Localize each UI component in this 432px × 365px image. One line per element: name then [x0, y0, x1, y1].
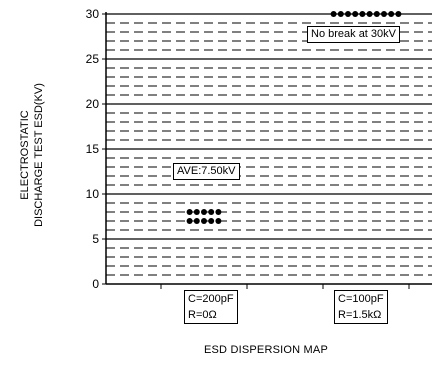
y-tick-label: 5 — [92, 232, 99, 246]
grid-lines — [106, 13, 432, 276]
condition-label-100pf: C=100pF R=1.5kΩ — [334, 290, 388, 324]
y-tick-label: 20 — [86, 97, 100, 111]
y-tick-label: 30 — [86, 7, 100, 21]
data-point — [208, 218, 215, 224]
y-tick-label: 25 — [86, 52, 100, 66]
data-point — [359, 11, 366, 17]
y-tick-label: 15 — [86, 142, 100, 156]
y-axis-label-line-2: DISCHARGE TEST ESD(KV) — [33, 83, 45, 227]
data-point — [352, 11, 359, 17]
no-break-annotation: No break at 30kV — [307, 26, 400, 43]
y-tick-label: 0 — [92, 277, 99, 291]
data-point — [388, 11, 395, 17]
data-point — [215, 209, 222, 215]
condition-resistance: R=1.5kΩ — [338, 309, 382, 321]
y-axis-label: ELECTROSTATIC DISCHARGE TEST ESD(KV) — [2, 83, 62, 227]
data-point — [193, 209, 200, 215]
data-point — [395, 11, 402, 17]
data-point — [366, 11, 373, 17]
data-point — [381, 11, 387, 17]
data-point — [193, 218, 200, 224]
condition-label-200pf: C=200pF R=0Ω — [184, 290, 238, 324]
condition-capacitance: C=200pF — [188, 293, 234, 305]
data-point — [208, 209, 215, 215]
data-point — [201, 209, 207, 215]
data-point — [201, 218, 207, 224]
y-tick-label: 10 — [86, 187, 100, 201]
axes — [105, 12, 432, 289]
condition-resistance: R=0Ω — [188, 309, 217, 321]
data-point — [186, 218, 193, 224]
condition-capacitance: C=100pF — [338, 293, 384, 305]
x-axis-label: ESD DISPERSION MAP — [203, 344, 328, 356]
data-point — [215, 218, 222, 224]
data-point — [330, 11, 337, 17]
data-point — [337, 11, 344, 17]
y-axis-label-line-1: ELECTROSTATIC — [19, 110, 31, 200]
data-point — [373, 11, 380, 17]
average-annotation: AVE:7.50kV — [173, 163, 240, 180]
data-point — [345, 11, 351, 17]
data-points — [186, 11, 402, 224]
y-tick-labels: 0 5 10 15 20 25 30 — [86, 7, 106, 291]
data-point — [186, 209, 193, 215]
